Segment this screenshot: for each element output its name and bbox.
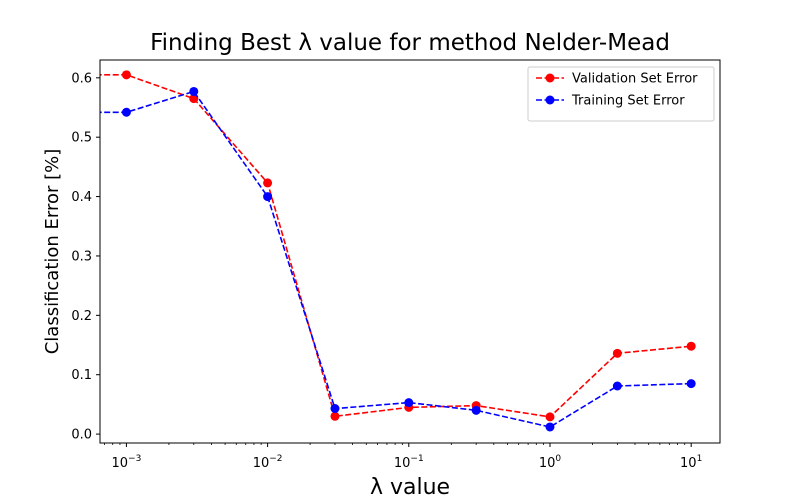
y-tick-label: 0.6 xyxy=(71,71,92,86)
x-tick-label: 100 xyxy=(539,454,562,471)
legend-marker xyxy=(545,95,555,105)
data-point xyxy=(121,107,131,117)
y-tick-label: 0.1 xyxy=(71,368,92,383)
y-tick-label: 0.4 xyxy=(71,190,92,205)
data-point xyxy=(330,411,340,421)
data-point xyxy=(263,178,273,188)
x-axis-label: λ value xyxy=(370,475,450,498)
plot-frame xyxy=(99,59,721,444)
legend-box xyxy=(527,66,715,122)
legend-marker xyxy=(545,73,555,83)
data-point xyxy=(612,348,622,358)
data-point xyxy=(686,379,696,389)
data-point xyxy=(545,422,555,432)
ticks-layer: 0.0 0.1 0.2 0.3 0.4 0.5 0.6 10−3 10−2 10−1 100 101 xyxy=(71,71,702,471)
data-point xyxy=(189,94,199,104)
legend-label: Training Set Error xyxy=(571,94,685,109)
y-tick-label: 0.5 xyxy=(71,131,92,146)
series-line xyxy=(100,74,692,418)
data-point xyxy=(686,341,696,351)
series-1 xyxy=(100,70,696,422)
y-tick-label: 0.2 xyxy=(71,309,92,324)
legend: Validation Set Error Training Set Error xyxy=(527,66,715,122)
data-point xyxy=(189,86,199,96)
legend-label: Validation Set Error xyxy=(572,72,698,87)
series-line xyxy=(100,90,692,428)
data-point xyxy=(263,192,273,202)
data-point xyxy=(612,381,622,391)
y-tick-label: 0.3 xyxy=(71,249,92,264)
data-point xyxy=(330,404,340,414)
series-2 xyxy=(100,86,696,432)
data-point xyxy=(404,398,414,408)
data-point xyxy=(121,70,131,80)
x-tick-label: 101 xyxy=(680,454,702,471)
x-tick-label: 10−2 xyxy=(253,454,283,471)
data-point xyxy=(545,412,555,422)
x-tick-label: 10−3 xyxy=(112,454,142,471)
series-layer xyxy=(100,70,696,432)
y-axis-label: Classification Error [%] xyxy=(42,149,63,355)
y-tick-label: 0.0 xyxy=(71,428,92,443)
data-point xyxy=(471,405,481,415)
x-tick-label: 10−1 xyxy=(394,454,424,471)
chart-title: Finding Best λ value for method Nelder-M… xyxy=(150,30,670,56)
